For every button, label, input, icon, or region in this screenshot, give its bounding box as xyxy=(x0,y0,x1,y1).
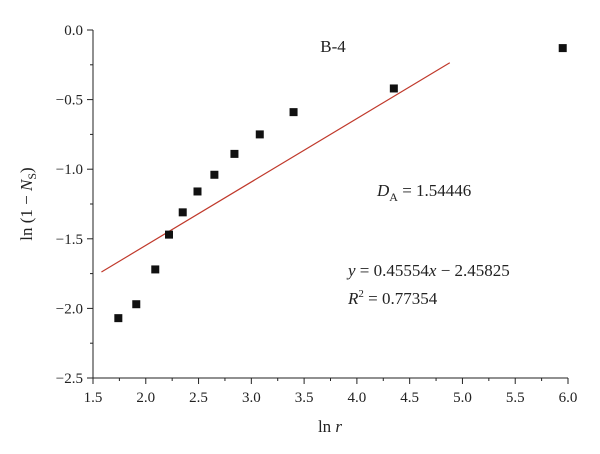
data-point xyxy=(230,149,239,158)
x-tick-label: 3.5 xyxy=(295,390,314,406)
y-tick-label: 0.0 xyxy=(64,23,83,39)
x-tick-label: 2.5 xyxy=(189,390,208,406)
y-tick-label: −2.0 xyxy=(56,301,83,317)
r-squared-label: R2 = 0.77354 xyxy=(347,288,438,308)
plot-area xyxy=(92,30,568,379)
x-axis-label: ln r xyxy=(318,417,342,436)
fractal-dimension-label: DA = 1.54446 xyxy=(376,181,471,204)
x-tick-label: 6.0 xyxy=(559,390,578,406)
data-point xyxy=(165,230,173,239)
fit-line xyxy=(101,62,451,273)
x-tick-label: 1.5 xyxy=(84,390,103,406)
data-point xyxy=(289,108,298,117)
y-axis-label: ln (1 − NS) xyxy=(17,167,39,240)
y-tick-label: −2.5 xyxy=(56,371,83,387)
data-point xyxy=(132,300,141,309)
x-tick-label: 5.0 xyxy=(453,390,472,406)
x-tick-label: 2.0 xyxy=(136,390,155,406)
x-tick-label: 3.0 xyxy=(242,390,261,406)
regression-equation: y = 0.45554x − 2.45825 xyxy=(346,261,510,280)
x-tick-label: 4.5 xyxy=(400,390,419,406)
x-axis-ticks: 1.5 2.0 2.5 3.0 3.5 4.0 4.5 5.0 5.5 6.0 xyxy=(84,378,578,406)
data-point xyxy=(255,130,264,139)
data-point xyxy=(210,170,219,179)
data-point xyxy=(389,84,398,93)
data-point xyxy=(558,44,567,53)
y-axis-ticks: 0.0 −0.5 −1.0 −1.5 −2.0 −2.5 xyxy=(56,23,93,387)
sample-label: B-4 xyxy=(320,37,346,56)
x-tick-label: 5.5 xyxy=(506,390,525,406)
y-tick-label: −1.0 xyxy=(56,162,83,178)
data-point xyxy=(114,314,123,323)
data-points xyxy=(114,44,567,323)
y-tick-label: −1.5 xyxy=(56,232,83,248)
y-tick-label: −0.5 xyxy=(56,93,83,109)
data-point xyxy=(178,208,187,217)
data-point xyxy=(193,187,202,196)
fit-line-group xyxy=(101,62,451,273)
x-tick-label: 4.0 xyxy=(348,390,367,406)
data-point xyxy=(151,265,160,274)
